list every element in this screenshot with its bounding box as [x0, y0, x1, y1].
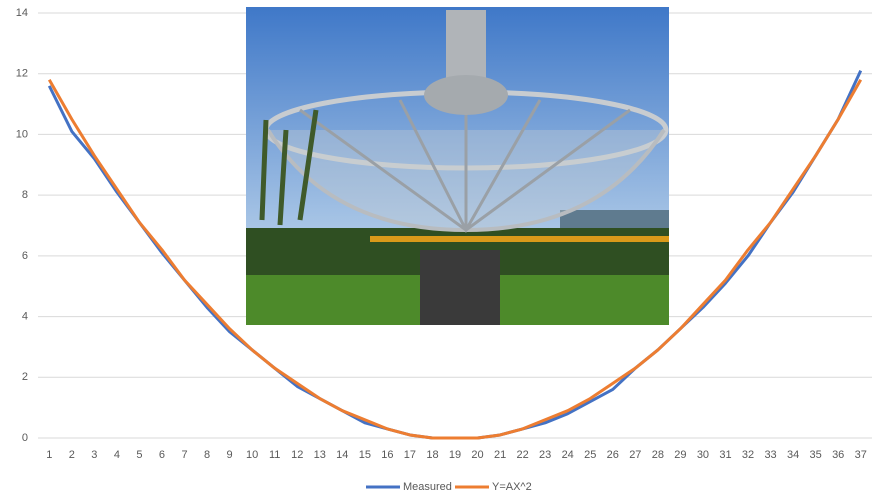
y-tick-label: 12 — [16, 68, 28, 80]
x-tick-label: 3 — [91, 449, 97, 461]
x-tick-label: 1 — [46, 449, 52, 461]
x-tick-label: 4 — [114, 449, 120, 461]
x-tick-label: 26 — [607, 449, 619, 461]
x-tick-label: 17 — [404, 449, 416, 461]
x-tick-label: 20 — [471, 449, 483, 461]
x-tick-label: 22 — [516, 449, 528, 461]
y-tick-label: 4 — [22, 310, 28, 322]
x-tick-label: 7 — [181, 449, 187, 461]
x-tick-label: 36 — [832, 449, 844, 461]
x-tick-label: 9 — [227, 449, 233, 461]
x-tick-label: 10 — [246, 449, 258, 461]
photo-rail — [370, 236, 669, 242]
x-tick-label: 16 — [381, 449, 393, 461]
x-tick-label: 6 — [159, 449, 165, 461]
x-tick-label: 15 — [359, 449, 371, 461]
x-tick-label: 27 — [629, 449, 641, 461]
x-tick-label: 33 — [764, 449, 776, 461]
dish-photo — [246, 7, 669, 325]
x-tick-label: 34 — [787, 449, 799, 461]
y-tick-label: 10 — [16, 128, 28, 140]
series-line — [47, 79, 863, 440]
x-tick-label: 14 — [336, 449, 348, 461]
x-tick-label: 24 — [562, 449, 574, 461]
x-tick-label: 18 — [426, 449, 438, 461]
y-tick-label: 14 — [16, 7, 28, 19]
x-tick-label: 37 — [855, 449, 867, 461]
legend: Measured Y=AX^2 — [366, 481, 532, 493]
x-tick-label: 25 — [584, 449, 596, 461]
x-tick-label: 21 — [494, 449, 506, 461]
x-tick-label: 23 — [539, 449, 551, 461]
x-tick-label: 30 — [697, 449, 709, 461]
y-tick-label: 8 — [22, 189, 28, 201]
x-tick-label: 28 — [652, 449, 664, 461]
legend-label: Y=AX^2 — [492, 481, 532, 493]
photo-receiver-hood — [424, 75, 508, 115]
legend-label: Measured — [403, 481, 452, 493]
x-tick-label: 19 — [449, 449, 461, 461]
x-tick-label: 31 — [719, 449, 731, 461]
x-tick-label: 29 — [674, 449, 686, 461]
x-tick-label: 13 — [314, 449, 326, 461]
x-tick-label: 8 — [204, 449, 210, 461]
photo-receiver — [446, 10, 486, 80]
y-tick-label: 2 — [22, 371, 28, 383]
x-tick-label: 11 — [269, 449, 280, 461]
photo-palms — [259, 109, 319, 226]
x-tick-label: 32 — [742, 449, 754, 461]
x-tick-label: 12 — [291, 449, 303, 461]
x-tick-label: 35 — [810, 449, 822, 461]
x-tick-label: 5 — [136, 449, 142, 461]
photo-mount — [420, 250, 500, 325]
y-tick-label: 0 — [22, 432, 28, 444]
y-tick-label: 6 — [22, 250, 28, 262]
x-tick-label: 2 — [69, 449, 75, 461]
